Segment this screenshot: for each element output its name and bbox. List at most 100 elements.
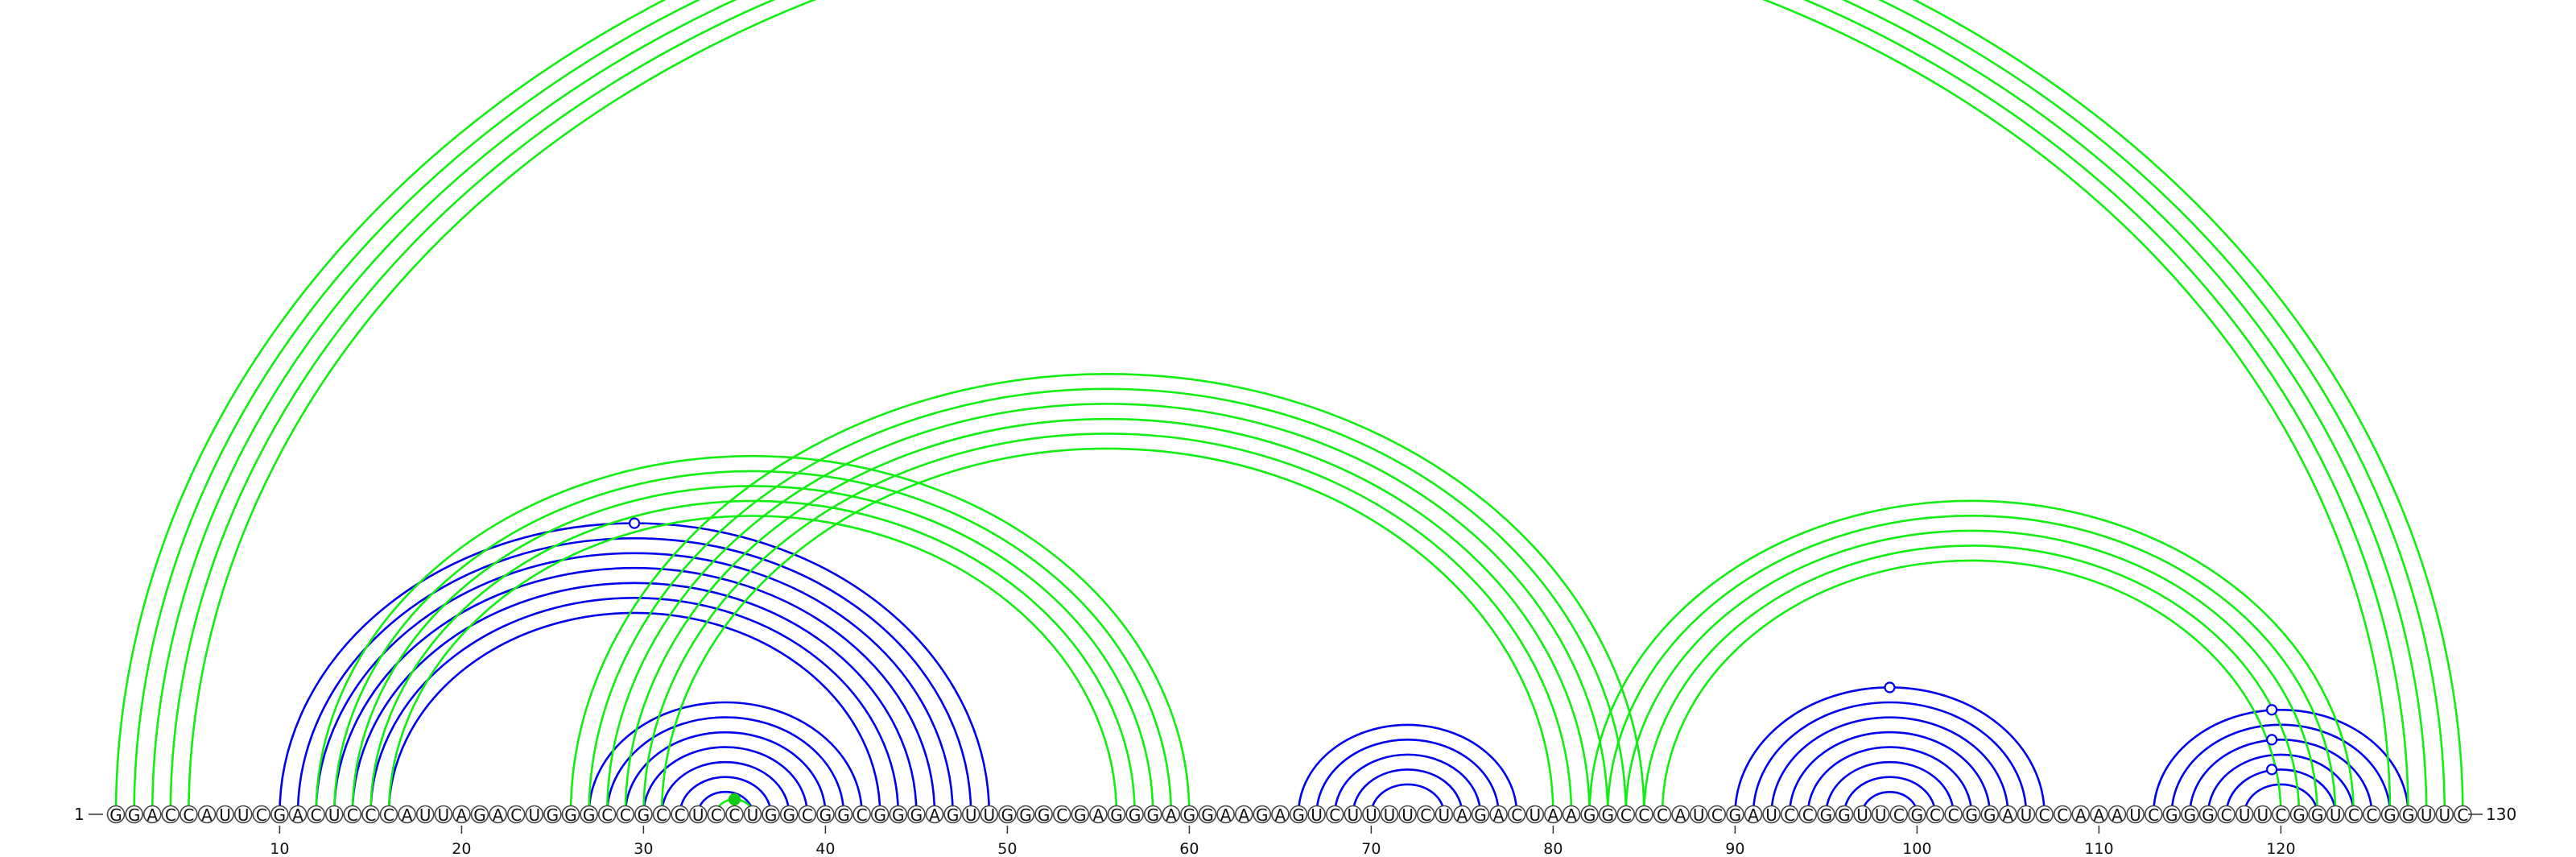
nucleotide-letter: C: [729, 805, 740, 825]
nucleotide-letter: G: [1474, 805, 1487, 825]
nucleotide-letter: C: [165, 805, 176, 825]
tick-label: 90: [1725, 840, 1744, 857]
nucleotide: C: [252, 805, 271, 825]
nucleotide-letter: C: [857, 805, 868, 825]
nucleotide-circle: [270, 805, 289, 824]
blue-pair-marker: [2266, 764, 2278, 776]
nucleotide-circle: [1671, 805, 1690, 824]
nucleotide-letter: G: [473, 805, 486, 825]
nucleotide-letter: C: [1948, 805, 1959, 825]
nucleotide: C: [652, 805, 671, 825]
nucleotide-circle: [1762, 805, 1781, 824]
nucleotide-circle: [743, 805, 762, 824]
nucleotide-circle: [1234, 805, 1253, 824]
green-pair-arc: [369, 499, 1136, 815]
tick-label: 120: [2266, 840, 2295, 857]
nucleotide-circle: [307, 805, 325, 824]
blue-pair-marker: [1884, 681, 1896, 693]
nucleotide-circle: [525, 805, 544, 824]
nucleotide-letter: A: [929, 805, 940, 825]
nucleotide-circle: [998, 805, 1017, 824]
nucleotide-letter: A: [402, 805, 413, 825]
nucleotide: C: [161, 805, 180, 825]
blue-pair-arc: [1734, 686, 2046, 815]
nucleotide-circle: [834, 805, 853, 824]
nucleotide-circle: [1616, 805, 1636, 824]
nucleotide-letter: G: [910, 805, 923, 825]
nucleotide-letter: U: [237, 805, 250, 825]
nucleotide-letter: C: [2348, 805, 2359, 825]
green-pair-arc: [1661, 559, 2282, 815]
nucleotide-letter: C: [2221, 805, 2232, 825]
nucleotide: A: [1744, 805, 1763, 825]
nucleotide: C: [307, 805, 325, 825]
nucleotide-letter: C: [802, 805, 813, 825]
nucleotide-circle: [1926, 805, 1945, 824]
blue-pair-marker: [2266, 704, 2278, 716]
nucleotide-circle: [1544, 805, 1563, 824]
nucleotide-letter: A: [1675, 805, 1686, 825]
nucleotide-circle: [1562, 805, 1581, 824]
nucleotide: U: [961, 805, 980, 825]
nucleotide-circle: [652, 805, 671, 824]
nucleotide-circle: [1525, 805, 1545, 824]
nucleotide-circle: [2107, 805, 2127, 824]
nucleotide-circle: [1999, 805, 2017, 824]
nucleotide-letter: A: [493, 805, 504, 825]
green-pair-arc: [351, 485, 1154, 815]
nucleotide-letter: G: [2165, 805, 2178, 825]
blue-pair-arc: [624, 731, 827, 815]
nucleotide: A: [1562, 805, 1581, 825]
nucleotide-letter: C: [1802, 805, 1814, 825]
tick-label: 70: [1361, 840, 1381, 857]
blue-pair-arc: [696, 790, 754, 815]
nucleotide-circle: [2162, 805, 2182, 824]
nucleotide-circle: [1216, 805, 1235, 824]
nucleotide-letter: C: [1784, 805, 1795, 825]
nucleotide-circle: [324, 805, 344, 824]
nucleotide-circle: [2035, 805, 2054, 824]
nucleotide: G: [943, 805, 962, 825]
nucleotide-letter: G: [2184, 805, 2197, 825]
nucleotide: G: [470, 805, 489, 825]
nucleotide-circle: [725, 805, 744, 824]
nucleotide: C: [379, 805, 398, 825]
nucleotide-circle: [1744, 805, 1763, 824]
nucleotide: C: [1707, 805, 1727, 825]
nucleotide-circle: [1635, 805, 1653, 824]
tick-label: 60: [1179, 840, 1199, 857]
nucleotide-circle: [580, 805, 598, 824]
nucleotide: G: [634, 805, 653, 825]
tick-label: 110: [2084, 840, 2113, 857]
nucleotide-circle: [1125, 805, 1144, 824]
nucleotide: A: [1089, 805, 1108, 825]
green-pair-arc: [605, 403, 1609, 815]
nucleotide-letter: G: [1583, 805, 1596, 825]
nucleotide-circle: [1034, 805, 1053, 824]
nucleotide: G: [762, 805, 780, 825]
nucleotide: G: [2399, 805, 2417, 825]
nucleotide-circle: [1853, 805, 1872, 824]
nucleotide-circle: [1962, 805, 1981, 824]
nucleotide: C: [2035, 805, 2054, 825]
green-pair-arc: [387, 515, 1118, 815]
blue-pair-arc: [351, 582, 918, 815]
nucleotide: U: [415, 805, 435, 825]
nucleotide-letter: G: [1146, 805, 1159, 825]
nucleotide: U: [2417, 805, 2436, 825]
blue-pair-arc: [296, 536, 972, 815]
nucleotide-letter: G: [819, 805, 832, 825]
nucleotide-letter: G: [1019, 805, 1032, 825]
nucleotide-letter: G: [1601, 805, 1614, 825]
blue-pair-arc: [1788, 731, 1992, 815]
nucleotide-letter: U: [1311, 805, 1323, 825]
green-pair-arc: [624, 417, 1591, 815]
nucleotide: A: [2071, 805, 2091, 825]
nucleotide-letter: C: [1420, 805, 1431, 825]
nucleotide-circle: [1726, 805, 1744, 824]
nucleotide-letter: G: [2402, 805, 2415, 825]
nucleotide-letter: C: [1329, 805, 1340, 825]
position-axis: 10 20 30 40 50 60 70 80 90 100 110 120: [270, 826, 2296, 857]
nucleotide-circle: [415, 805, 435, 824]
nucleotide: A: [1999, 805, 2017, 825]
